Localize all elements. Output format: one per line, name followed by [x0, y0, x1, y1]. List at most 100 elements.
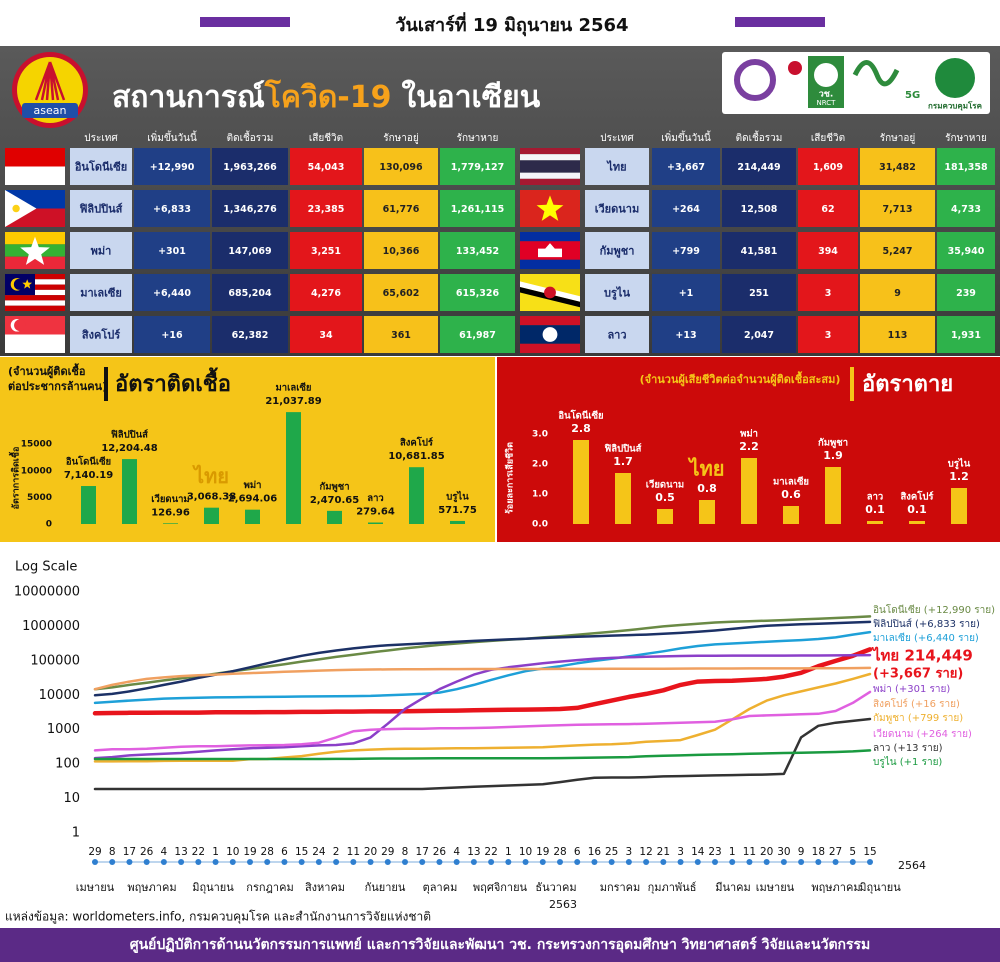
series-line — [93, 630, 872, 705]
table-value: 1,261,115 — [451, 204, 505, 215]
table-cell — [212, 316, 288, 353]
month-label: พฤษภาคม — [127, 881, 176, 894]
x-tick-label: 13 — [467, 846, 480, 858]
flag-part — [5, 190, 37, 227]
bar — [657, 509, 673, 524]
legend-label: เวียดนาม (+264 ราย) — [873, 728, 972, 740]
bar-value: 0.1 — [865, 503, 885, 516]
x-tick-label: 9 — [798, 846, 805, 858]
x-tick-label: 27 — [829, 846, 842, 858]
x-tick-mark — [746, 859, 753, 865]
y-tick-label: 5000 — [27, 493, 52, 503]
x-tick-label: 8 — [109, 846, 116, 858]
bar-value: 7,140.19 — [64, 470, 113, 481]
flag-star — [22, 279, 33, 289]
bar-category: สิงคโปร์ — [900, 491, 934, 503]
table-cell — [937, 148, 995, 185]
bar — [615, 473, 631, 524]
flag-star — [536, 195, 564, 221]
bar-value: 2.8 — [571, 422, 591, 435]
x-tick-label: 23 — [708, 846, 721, 858]
table-cell — [212, 148, 288, 185]
table-value: +1 — [679, 288, 694, 299]
table-cell — [722, 316, 796, 353]
flag-part — [5, 305, 65, 311]
header-bar — [735, 17, 825, 27]
x-tick-label: 19 — [536, 846, 549, 858]
table-value: +264 — [672, 204, 700, 215]
x-tick-label: 8 — [402, 846, 409, 858]
table-value: 239 — [956, 288, 976, 299]
table-value: 41,581 — [741, 246, 778, 257]
x-tick-label: 19 — [243, 846, 256, 858]
table-cell — [585, 148, 649, 185]
column-header: รักษาหาย — [945, 133, 987, 144]
table-cell — [290, 232, 362, 269]
table-value: 361 — [391, 330, 411, 341]
x-tick-label: 22 — [192, 846, 205, 858]
table-cell — [585, 190, 649, 227]
table-value: 214,449 — [737, 162, 780, 173]
bar — [825, 467, 841, 524]
series-line — [93, 653, 872, 760]
x-tick-mark — [212, 859, 219, 865]
logo-mhesi — [734, 59, 776, 101]
table-value: 9 — [894, 288, 901, 299]
x-tick-mark — [92, 859, 98, 865]
table-cell — [134, 274, 210, 311]
table-value: 62 — [821, 204, 834, 215]
table-value: 2,047 — [744, 330, 774, 341]
table-cell — [440, 148, 515, 185]
bar-value: 10,681.85 — [388, 451, 444, 462]
bar-category: บรูไน — [446, 490, 469, 503]
legend-label: มาเลเซีย (+6,440 ราย) — [873, 632, 979, 644]
x-tick-label: 26 — [433, 846, 447, 858]
table-value: 4,733 — [951, 204, 981, 215]
bar — [327, 510, 342, 524]
x-tick-label: 29 — [88, 846, 101, 858]
x-tick-label: 16 — [588, 846, 602, 858]
table-value: +799 — [672, 246, 700, 257]
country-name: ลาว — [607, 329, 626, 342]
table-cell — [860, 148, 935, 185]
table-cell — [585, 316, 649, 353]
table-value: 35,940 — [948, 246, 985, 257]
table-value: 130,096 — [379, 162, 423, 173]
series-line — [92, 647, 873, 716]
table-cell — [652, 190, 720, 227]
table-value: 181,358 — [944, 162, 988, 173]
bar — [573, 440, 589, 524]
x-tick-label: 4 — [453, 846, 460, 858]
month-label: ตุลาคม — [423, 881, 458, 894]
table-cell — [585, 274, 649, 311]
bar-category: อินโดนีเซีย — [66, 456, 112, 468]
banner-title: สถานการณ์โควิด-19 ในอาเซียน — [112, 78, 541, 115]
bar-value: 12,204.48 — [101, 443, 157, 454]
table-cell — [798, 190, 858, 227]
table-value: +6,833 — [153, 204, 191, 215]
legend-label: อินโดนีเซีย (+12,990 ราย) — [873, 603, 995, 616]
logo-dot — [788, 61, 802, 75]
x-tick-mark — [539, 859, 546, 865]
x-tick-mark — [247, 859, 253, 865]
bar-category: ฟิลิปปินส์ — [604, 443, 641, 455]
legend-label: ฟิลิปปินส์ (+6,833 ราย) — [873, 618, 980, 630]
logo-5g-mark — [852, 60, 900, 87]
x-tick-label: 15 — [295, 846, 308, 858]
y-tick-label: 10 — [63, 791, 80, 806]
table-value: 65,602 — [383, 288, 420, 299]
x-tick-mark — [109, 859, 116, 865]
x-tick-label: 22 — [484, 846, 497, 858]
country-name: ฟิลิปปินส์ — [79, 203, 123, 216]
series-line — [93, 749, 872, 761]
x-tick-mark — [350, 859, 357, 865]
x-tick-mark — [160, 859, 167, 865]
flag-part — [520, 154, 580, 161]
month-label: กุมภาพันธ์ — [648, 881, 697, 894]
country-name: เวียดนาม — [595, 203, 639, 216]
x-tick-label: 3 — [677, 846, 684, 858]
table-value: 1,779,127 — [451, 162, 505, 173]
bar — [122, 459, 137, 524]
bar-category: เวียดนาม — [646, 479, 684, 491]
